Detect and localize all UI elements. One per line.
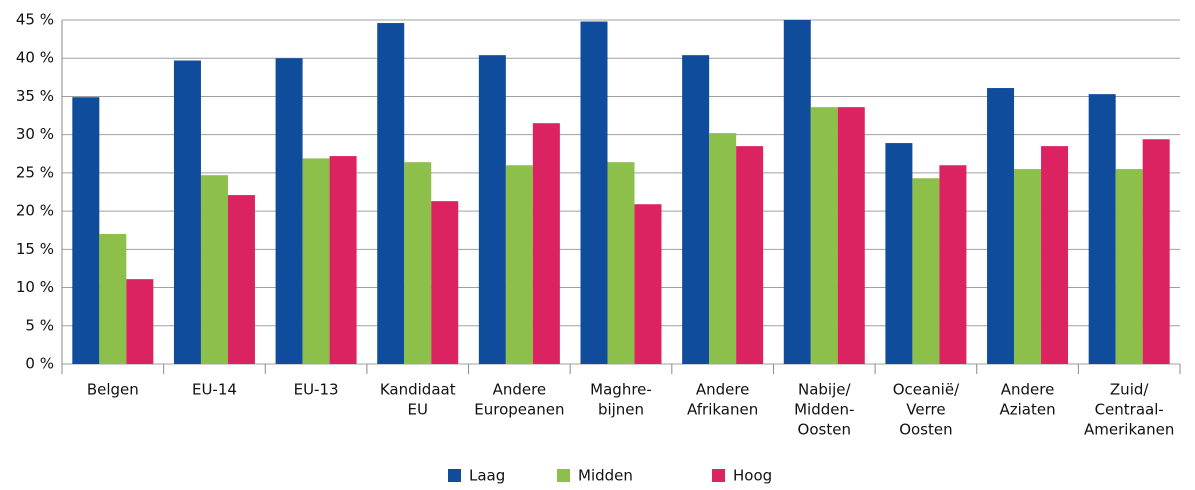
bar [783, 20, 811, 364]
bar [912, 178, 940, 364]
y-tick-label: 10 % [16, 278, 54, 296]
bar [431, 201, 459, 364]
x-tick-label: Oosten [899, 421, 952, 439]
y-tick-label: 20 % [16, 202, 54, 220]
bar [987, 88, 1015, 364]
bar [227, 195, 255, 364]
x-tick-label: Aziaten [999, 401, 1055, 419]
x-tick-label: Nabije/ [798, 381, 851, 399]
bar [634, 204, 662, 364]
y-tick-label: 45 % [16, 11, 54, 29]
y-tick-label: 40 % [16, 49, 54, 67]
x-tick-label: Amerikanen [1084, 421, 1174, 439]
x-tick-label: Andere [1001, 381, 1055, 399]
y-tick-label: 0 % [25, 355, 54, 373]
bar [200, 175, 228, 364]
x-tick-label: Belgen [87, 381, 139, 399]
x-tick-label: EU [407, 401, 427, 419]
bar [1088, 94, 1116, 364]
x-tick-label: Europeanen [474, 401, 564, 419]
bar [837, 107, 865, 364]
x-tick-label: Maghre- [590, 381, 652, 399]
bar [72, 97, 100, 364]
legend-swatch [448, 469, 461, 482]
legend-swatch [557, 469, 570, 482]
bar [1142, 139, 1170, 364]
bar [99, 234, 127, 364]
x-tick-label: Zuid/ [1110, 381, 1149, 399]
bar [580, 21, 608, 364]
x-tick-label: bijnen [598, 401, 644, 419]
bar [810, 107, 838, 364]
bar [1041, 146, 1069, 364]
x-tick-label: Kandidaat [380, 381, 456, 399]
bar [607, 162, 635, 364]
x-tick-label: Centraal- [1095, 401, 1164, 419]
bar [682, 55, 710, 365]
legend-swatch [712, 469, 725, 482]
bar [329, 156, 357, 364]
y-tick-label: 25 % [16, 163, 54, 181]
y-tick-label: 15 % [16, 240, 54, 258]
x-tick-label: Andere [493, 381, 547, 399]
bar [173, 60, 201, 364]
bar [736, 146, 764, 364]
bar [532, 123, 560, 364]
bar [377, 23, 405, 365]
x-tick-label: Andere [696, 381, 750, 399]
x-tick-label: EU-13 [294, 381, 339, 399]
y-tick-label: 30 % [16, 125, 54, 143]
x-tick-label: Oceanië/ [893, 381, 960, 399]
y-tick-label: 35 % [16, 87, 54, 105]
y-tick-label: 5 % [25, 316, 54, 334]
bar [939, 165, 967, 364]
bar [1115, 169, 1143, 364]
x-tick-label: Verre [906, 401, 945, 419]
bar [302, 158, 330, 364]
x-tick-label: Afrikanen [687, 401, 758, 419]
legend-label: Hoog [733, 467, 772, 485]
x-tick-label: Oosten [798, 421, 851, 439]
bar [709, 133, 737, 364]
legend-label: Midden [578, 467, 633, 485]
bar [404, 162, 432, 364]
bar [126, 279, 154, 364]
x-tick-label: EU-14 [192, 381, 237, 399]
bar [885, 143, 913, 364]
bar [505, 165, 533, 364]
bar [1014, 169, 1042, 364]
bar [478, 55, 506, 365]
x-tick-label: Midden- [794, 401, 854, 419]
legend-label: Laag [469, 467, 505, 485]
bar [275, 58, 303, 364]
